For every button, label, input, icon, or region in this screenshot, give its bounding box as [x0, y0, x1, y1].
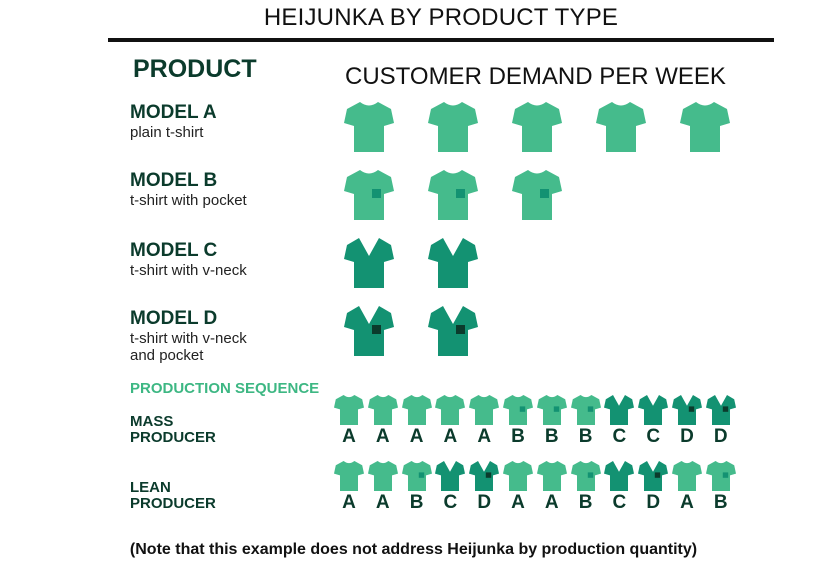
sequence-letter: A [544, 492, 559, 513]
model-description: t-shirt with v-neck [130, 330, 247, 347]
page-title: HEIJUNKA BY PRODUCT TYPE [263, 4, 619, 31]
sequence-letter: D [713, 426, 728, 447]
sequence-shirt-d-icon [705, 395, 736, 425]
model-b-label: MODEL B t-shirt with pocket [130, 170, 247, 209]
sequence-letter: C [443, 492, 458, 513]
model-description: plain t-shirt [130, 124, 204, 141]
model-c-label: MODEL C t-shirt with v-neck [130, 240, 247, 279]
demand-column-header: CUSTOMER DEMAND PER WEEK [345, 63, 726, 90]
sequence-letter: A [443, 426, 458, 447]
producer-label-line: PRODUCER [130, 429, 216, 446]
model-name: MODEL B [130, 170, 218, 191]
sequence-shirt-a-icon [334, 395, 364, 425]
sequence-header: PRODUCTION SEQUENCE [130, 380, 320, 397]
model-description: t-shirt with v-neck [130, 262, 247, 279]
sequence-shirt-b-icon [503, 395, 533, 425]
model-c-shirt-icon [344, 238, 394, 288]
sequence-shirt-a-icon [469, 395, 500, 425]
sequence-shirt-a-icon [503, 461, 533, 491]
model-b-shirt-icon [428, 170, 478, 220]
sequence-letter: A [511, 492, 525, 513]
producer-label-line: MASS [130, 413, 174, 430]
model-a-shirt-icon [428, 102, 478, 152]
sequence-letter: A [342, 492, 356, 513]
sequence-letter: D [646, 492, 661, 513]
sequence-shirt-a-icon [435, 395, 466, 425]
sequence-letter: B [578, 426, 593, 447]
model-d-label: MODEL D t-shirt with v-neck and pocket [130, 308, 247, 364]
sequence-letter: D [680, 426, 694, 447]
sequence-letter: B [409, 492, 424, 513]
sequence-letter: C [612, 492, 627, 513]
model-c-shirt-icon [428, 238, 478, 288]
sequence-letter: B [544, 426, 559, 447]
sequence-shirt-b-icon [401, 461, 432, 491]
sequence-shirt-a-icon [367, 395, 398, 425]
sequence-shirt-a-icon [401, 395, 432, 425]
sequence-shirt-c-icon [435, 461, 466, 491]
model-description: and pocket [130, 347, 204, 364]
mass-producer-label: MASS PRODUCER [130, 414, 216, 446]
sequence-shirt-a-icon [536, 461, 567, 491]
model-name: MODEL C [130, 240, 218, 261]
sequence-shirt-d-icon [638, 461, 669, 491]
sequence-shirt-c-icon [638, 395, 669, 425]
model-a-shirt-icon [344, 102, 394, 152]
producer-label-line: LEAN [130, 479, 171, 496]
model-a-shirt-icon [596, 102, 646, 152]
sequence-letter: D [477, 492, 492, 513]
sequence-letter: C [612, 426, 627, 447]
product-column-header: PRODUCT [133, 55, 257, 83]
model-name: MODEL D [130, 308, 218, 329]
sequence-letter: A [409, 426, 424, 447]
sequence-shirt-d-icon [469, 461, 500, 491]
sequence-letter: A [477, 426, 492, 447]
sequence-shirt-b-icon [570, 395, 601, 425]
model-a-shirt-icon [512, 102, 562, 152]
model-description: t-shirt with pocket [130, 192, 247, 209]
model-d-shirt-icon [428, 306, 478, 356]
model-b-shirt-icon [512, 170, 562, 220]
sequence-shirt-b-icon [705, 461, 736, 491]
sequence-shirt-c-icon [604, 461, 635, 491]
sequence-letter: A [375, 426, 390, 447]
sequence-shirt-a-icon [334, 461, 364, 491]
model-a-label: MODEL A plain t-shirt [130, 102, 217, 141]
sequence-letter: B [713, 492, 728, 513]
producer-label-line: PRODUCER [130, 495, 216, 512]
model-d-shirt-icon [344, 306, 394, 356]
sequence-letter: A [342, 426, 356, 447]
footnote: (Note that this example does not address… [129, 541, 698, 558]
model-a-shirt-icon [680, 102, 730, 152]
sequence-letter: A [680, 492, 694, 513]
model-name: MODEL A [130, 102, 217, 123]
sequence-letter: C [646, 426, 661, 447]
sequence-shirt-a-icon [367, 461, 398, 491]
sequence-shirt-b-icon [536, 395, 567, 425]
model-b-shirt-icon [344, 170, 394, 220]
sequence-shirt-c-icon [604, 395, 635, 425]
sequence-shirt-d-icon [672, 395, 702, 425]
sequence-shirt-a-icon [672, 461, 702, 491]
sequence-letter: B [578, 492, 593, 513]
sequence-shirt-b-icon [570, 461, 601, 491]
title-divider [108, 38, 774, 42]
sequence-letter: A [375, 492, 390, 513]
lean-producer-label: LEAN PRODUCER [130, 480, 216, 512]
sequence-letter: B [511, 426, 525, 447]
